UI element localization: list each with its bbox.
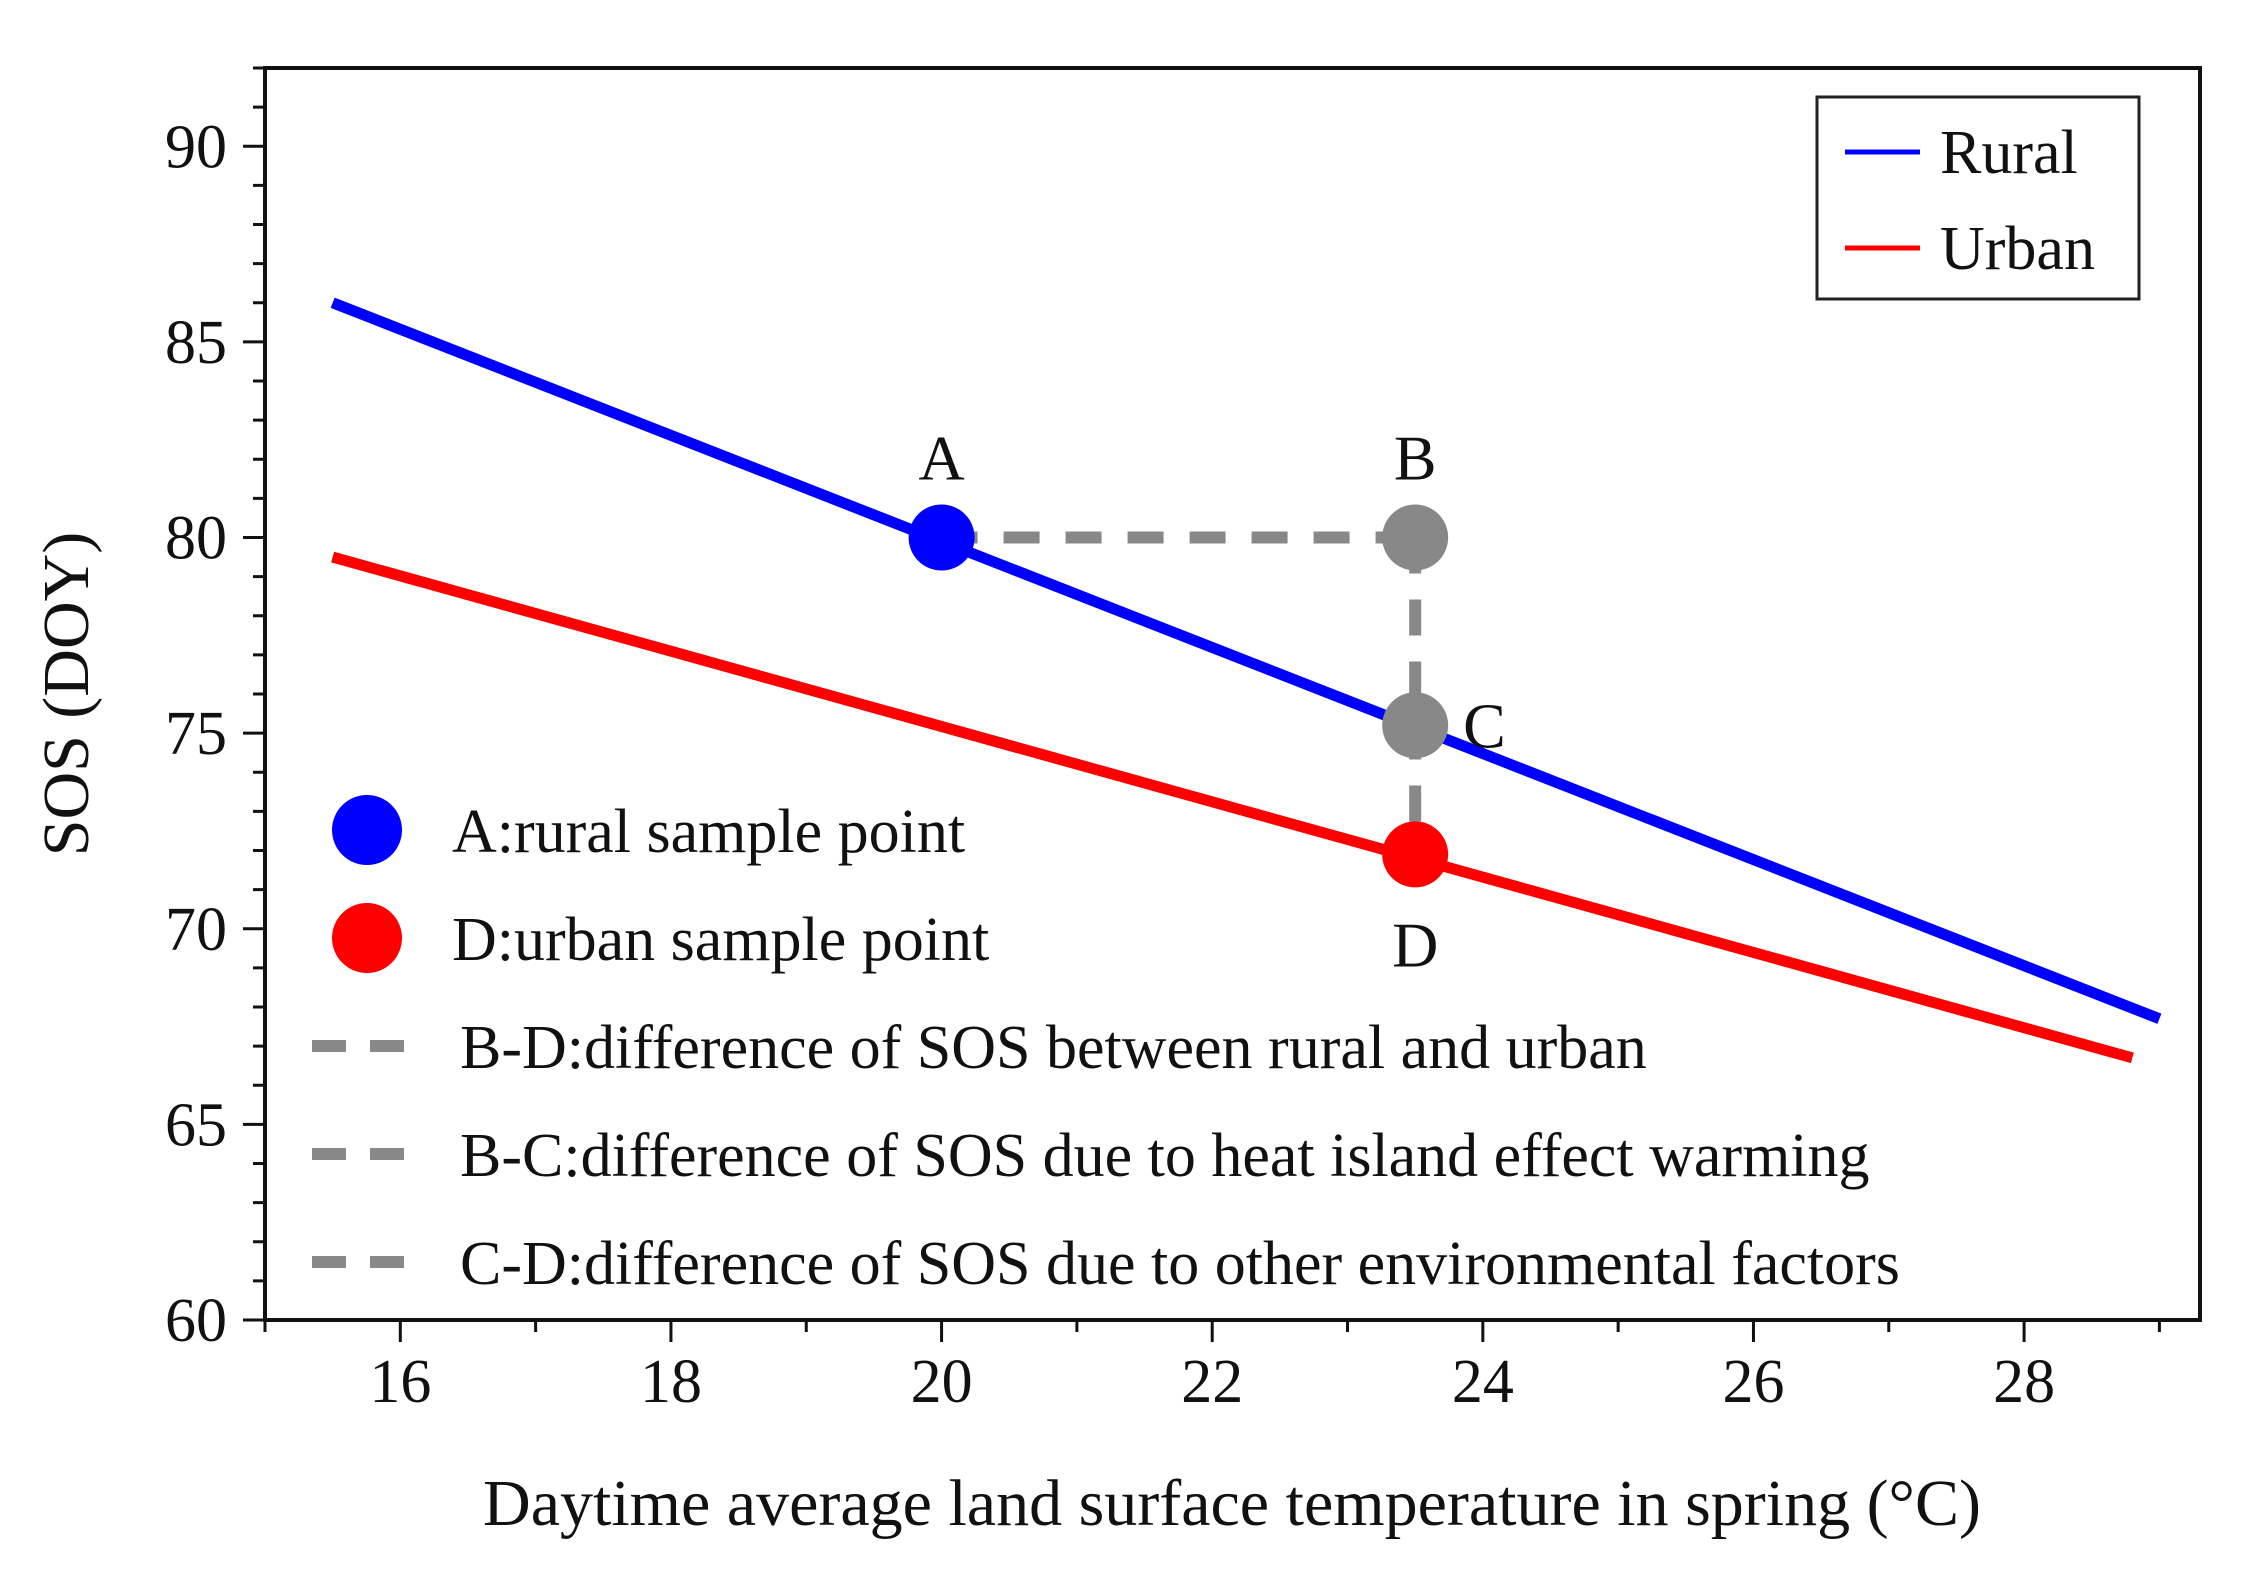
sample-points: A B C D — [908, 423, 1506, 980]
point-c-marker — [1382, 692, 1449, 759]
annotation-text: B-D:difference of SOS between rural and … — [460, 1014, 1647, 1082]
x-tick-label: 26 — [1722, 1348, 1784, 1416]
x-tick-label: 22 — [1181, 1348, 1243, 1416]
annotation-marker-circle — [332, 903, 402, 973]
point-c-label: C — [1463, 690, 1506, 761]
legend-box — [1815, 95, 2141, 301]
x-tick-label: 18 — [640, 1348, 702, 1416]
x-tick-label: 28 — [1993, 1348, 2055, 1416]
x-tick-label: 24 — [1452, 1348, 1514, 1416]
series-layer — [330, 297, 2162, 1064]
y-axis-title: SOS (DOY) — [30, 532, 103, 857]
point-d-marker — [1382, 821, 1449, 888]
x-tick-label: 20 — [911, 1348, 973, 1416]
annotation-text: D:urban sample point — [452, 906, 989, 974]
x-axis-title: Daytime average land surface temperature… — [483, 1467, 1981, 1540]
point-a-marker — [908, 504, 975, 571]
y-tick-label: 75 — [165, 700, 227, 768]
point-d-label: D — [1392, 909, 1438, 980]
legend-label-rural: Rural — [1940, 119, 2078, 187]
point-b-marker — [1382, 504, 1449, 571]
series-line-rural — [330, 297, 2162, 1024]
annotation-text: B-C:difference of SOS due to heat island… — [460, 1122, 1870, 1190]
series-line-urban — [331, 551, 2134, 1064]
legend-annotations: A:rural sample point D:urban sample point… — [312, 795, 1900, 1298]
point-b-label: B — [1394, 423, 1437, 494]
annotation-marker-circle — [332, 795, 402, 865]
annotation-text: A:rural sample point — [452, 798, 965, 866]
y-axis: 60 65 70 75 80 85 90 — [165, 66, 265, 1355]
point-a-label: A — [918, 423, 964, 494]
y-tick-label: 90 — [165, 113, 227, 181]
annotation-text: C-D:difference of SOS due to other envir… — [460, 1230, 1900, 1298]
y-tick-label: 80 — [165, 505, 227, 573]
x-tick-label: 16 — [369, 1348, 431, 1416]
y-tick-label: 70 — [165, 896, 227, 964]
y-tick-label: 60 — [165, 1287, 227, 1355]
y-tick-label: 65 — [165, 1091, 227, 1159]
legend-lines: Rural Urban — [1815, 95, 2141, 301]
x-axis: 16 18 20 22 24 26 28 — [263, 1320, 2161, 1416]
y-tick-label: 85 — [165, 309, 227, 377]
legend-label-urban: Urban — [1940, 215, 2095, 283]
